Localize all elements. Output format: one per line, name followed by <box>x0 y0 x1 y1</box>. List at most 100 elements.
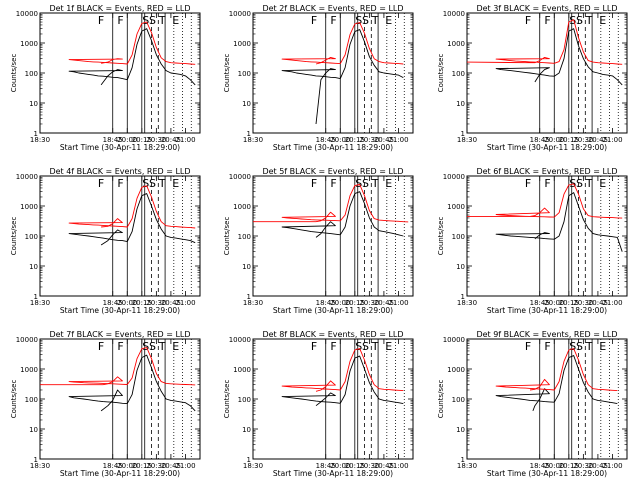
region-label: F <box>525 177 531 190</box>
y-tick-label: 100 <box>452 70 465 78</box>
y-tick-label: 10 <box>242 426 251 434</box>
x-tick-label: 21:00 <box>175 299 195 307</box>
region-label: S <box>362 177 369 190</box>
y-tick-label: 100 <box>25 396 38 404</box>
y-tick-label: 10 <box>29 426 38 434</box>
series-line-events <box>281 355 404 407</box>
region-label: S <box>149 340 156 353</box>
x-tick-label: 18:30 <box>243 299 263 307</box>
series-line-lld <box>281 348 404 392</box>
region-label: S <box>149 177 156 190</box>
region-label: T <box>158 14 166 27</box>
chart-panel: Det 1f BLACK = Events, RED = LLD 1 10 100 10… <box>10 4 201 152</box>
y-tick-label: 1000 <box>447 203 465 211</box>
x-tick-label: 20:45 <box>588 136 608 144</box>
x-tick-label: 18:30 <box>457 136 477 144</box>
y-axis-label: Counts/sec <box>437 54 445 93</box>
region-label: E <box>385 340 392 353</box>
y-axis-label: Counts/sec <box>10 380 18 419</box>
y-axis-label: Counts/sec <box>437 380 445 419</box>
x-tick-label: 20:00 <box>117 299 137 307</box>
x-tick-label: 18:30 <box>30 136 50 144</box>
y-tick-label: 10 <box>456 263 465 271</box>
x-tick-label: 20:00 <box>330 136 350 144</box>
x-tick-label: 20:15 <box>345 462 365 470</box>
y-tick-label: 1 <box>247 130 251 138</box>
y-tick-label: 10 <box>29 263 38 271</box>
series-line-events <box>68 28 196 86</box>
x-tick-label: 20:45 <box>374 462 394 470</box>
x-tick-label: 18:45 <box>103 462 123 470</box>
region-label: S <box>576 340 583 353</box>
plot-frame <box>39 175 201 297</box>
series-line-lld <box>253 184 409 223</box>
x-tick-label: 18:30 <box>457 462 477 470</box>
y-axis-label: Counts/sec <box>223 54 231 93</box>
y-tick-label: 100 <box>25 233 38 241</box>
x-tick-label: 18:45 <box>316 462 336 470</box>
y-tick-label: 1000 <box>233 203 251 211</box>
region-label: F <box>544 14 550 27</box>
y-tick-label: 10000 <box>16 173 38 181</box>
region-label: E <box>385 177 392 190</box>
region-label: F <box>544 340 550 353</box>
y-tick-label: 100 <box>452 396 465 404</box>
x-axis-label: Start Time (30-Apr-11 18:29:00) <box>60 143 180 152</box>
y-tick-label: 1 <box>461 456 465 464</box>
plot-frame <box>252 338 414 460</box>
region-label: S <box>355 340 362 353</box>
x-tick-label: 20:45 <box>161 299 181 307</box>
y-tick-label: 1 <box>461 130 465 138</box>
region-label: F <box>544 177 550 190</box>
region-label: T <box>158 177 166 190</box>
y-tick-label: 10 <box>456 426 465 434</box>
region-label: T <box>371 14 379 27</box>
region-label: F <box>98 177 104 190</box>
series-line-events <box>495 28 623 86</box>
plot-frame <box>252 175 414 297</box>
x-tick-label: 20:45 <box>374 299 394 307</box>
region-label: F <box>311 14 317 27</box>
y-tick-label: 10000 <box>229 173 251 181</box>
y-tick-label: 1 <box>34 130 38 138</box>
y-tick-label: 10000 <box>229 10 251 18</box>
x-axis-label: Start Time (30-Apr-11 18:29:00) <box>60 469 180 478</box>
y-tick-label: 1 <box>247 293 251 301</box>
x-tick-label: 18:45 <box>103 136 123 144</box>
x-tick-label: 18:45 <box>530 462 550 470</box>
x-axis-label: Start Time (30-Apr-11 18:29:00) <box>487 469 607 478</box>
x-tick-label: 20:15 <box>559 136 579 144</box>
x-tick-label: 21:00 <box>388 299 408 307</box>
region-label: S <box>362 14 369 27</box>
y-tick-label: 1 <box>461 293 465 301</box>
region-label: S <box>142 340 149 353</box>
region-label: S <box>149 14 156 27</box>
chart-panel: Det 2f BLACK = Events, RED = LLD 1 10 100 10… <box>223 4 414 152</box>
region-label: E <box>385 14 392 27</box>
region-label: E <box>599 14 606 27</box>
plot-frame <box>39 338 201 460</box>
x-tick-label: 20:30 <box>359 299 379 307</box>
x-tick-label: 20:15 <box>132 299 152 307</box>
plot-frame <box>252 12 414 134</box>
x-tick-label: 18:30 <box>457 299 477 307</box>
chart-panel: Det 5f BLACK = Events, RED = LLD 1 10 100 10… <box>223 167 414 315</box>
region-label: F <box>98 340 104 353</box>
region-label: F <box>117 14 123 27</box>
chart-title: Det 8f BLACK = Events, RED = LLD <box>262 330 403 339</box>
region-label: E <box>599 340 606 353</box>
region-label: S <box>576 14 583 27</box>
x-axis-label: Start Time (30-Apr-11 18:29:00) <box>60 306 180 315</box>
series-line-lld <box>40 347 196 386</box>
series-line-lld <box>281 22 404 65</box>
series-line-lld <box>68 21 196 65</box>
chart-title: Det 2f BLACK = Events, RED = LLD <box>262 4 403 13</box>
y-axis-label: Counts/sec <box>10 54 18 93</box>
region-label: S <box>569 177 576 190</box>
region-label: F <box>525 14 531 27</box>
region-label: T <box>585 340 593 353</box>
series-line-lld <box>466 19 623 65</box>
series-line-events <box>68 193 196 246</box>
x-tick-label: 20:00 <box>544 299 564 307</box>
x-tick-label: 20:00 <box>117 136 137 144</box>
